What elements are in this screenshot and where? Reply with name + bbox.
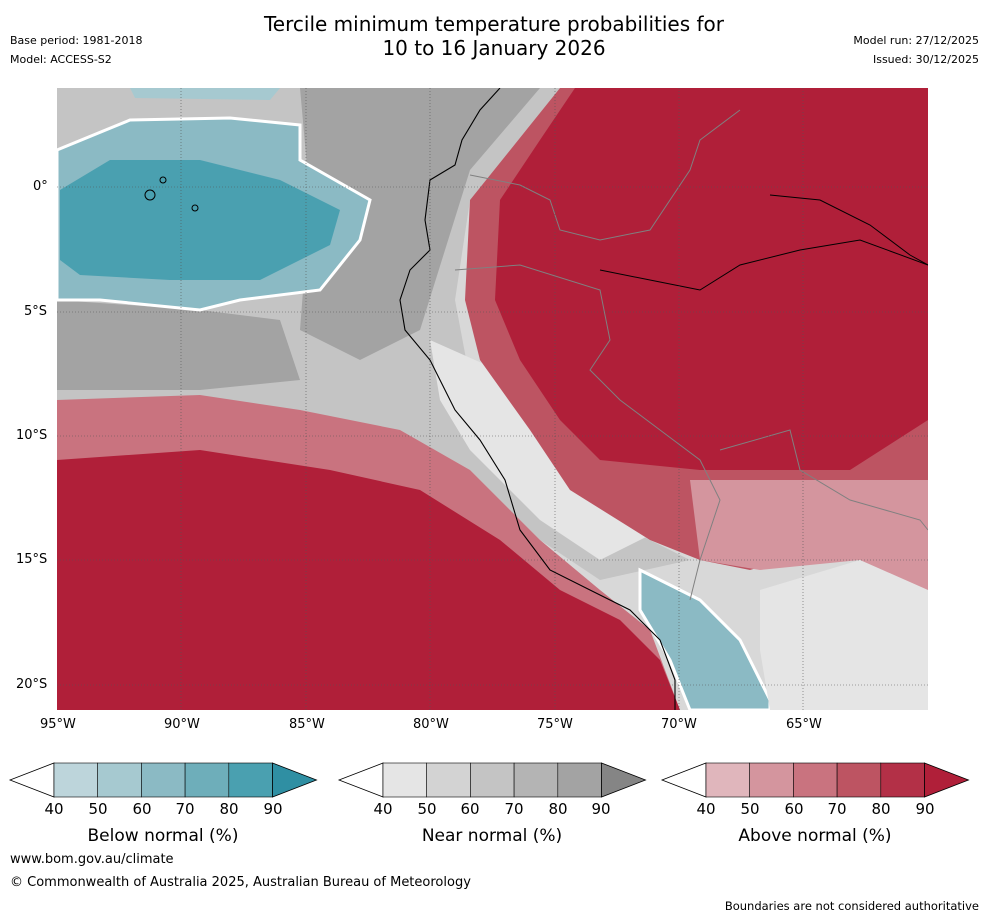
above-tick-60: 60	[784, 800, 804, 818]
above-colorbar-high-arrow	[924, 762, 970, 798]
below-normal-north	[130, 88, 280, 100]
lat-label-5s: 5°S	[24, 304, 48, 319]
below-tick-90: 90	[263, 800, 283, 818]
above-normal-ocean-core	[57, 450, 680, 710]
near-tick-60: 60	[460, 800, 480, 818]
near-colorbar-segment-2	[426, 762, 471, 798]
below-tick-40: 40	[44, 800, 64, 818]
coastline	[399, 88, 676, 710]
near-colorbar-low-arrow	[337, 762, 384, 798]
lat-label-15s: 15°S	[16, 552, 48, 567]
title-line-1: Tercile minimum temperature probabilitie…	[263, 12, 725, 36]
border-east	[719, 429, 928, 531]
near-colorbar-segment-1	[382, 762, 428, 798]
below-colorbar-segment-5	[228, 762, 273, 798]
lon-label-95w: 95°W	[40, 717, 76, 732]
colorbars	[8, 762, 970, 798]
near-colorbar-high-arrow	[601, 762, 647, 798]
neutral-southeast	[760, 560, 928, 710]
below-normal-core	[60, 160, 340, 280]
below-tick-70: 70	[175, 800, 195, 818]
below-normal-south	[638, 567, 772, 710]
below-tick-50: 50	[88, 800, 108, 818]
below-colorbar-segment-1	[53, 762, 99, 798]
below-tick-80: 80	[219, 800, 239, 818]
near-tick-80: 80	[548, 800, 568, 818]
model-run: Model run: 27/12/2025	[853, 34, 979, 47]
chart-title: Tercile minimum temperature probabilitie…	[0, 12, 988, 60]
near-normal-west	[57, 300, 300, 390]
near-tick-40: 40	[373, 800, 393, 818]
above-normal-label: Above normal (%)	[738, 826, 892, 846]
border-central	[454, 264, 721, 601]
river-north	[769, 194, 928, 266]
river-amazon	[599, 239, 928, 291]
near-normal-label: Near normal (%)	[421, 826, 563, 846]
above-normal-land-core	[495, 88, 928, 470]
above-colorbar-segment-4	[836, 762, 882, 798]
near-normal-core	[300, 88, 540, 360]
above-tick-50: 50	[740, 800, 760, 818]
near-tick-50: 50	[417, 800, 437, 818]
base-period: Base period: 1981-2018	[10, 34, 143, 47]
galapagos-island	[144, 189, 156, 201]
lon-label-70w: 70°W	[661, 717, 697, 732]
above-colorbar-segment-3	[793, 762, 838, 798]
meta-left: Base period: 1981-2018 Model: ACCESS-S2	[10, 31, 142, 69]
galapagos-island-2	[159, 176, 167, 184]
above-tick-90: 90	[915, 800, 935, 818]
above-colorbar-segment-5	[880, 762, 925, 798]
near-colorbar-segment-5	[557, 762, 602, 798]
lat-label-20s: 20°S	[16, 677, 48, 692]
below-normal-label: Below normal (%)	[87, 826, 239, 846]
near-tick-70: 70	[504, 800, 524, 818]
below-colorbar-low-arrow	[8, 762, 55, 798]
above-colorbar-segment-2	[749, 762, 794, 798]
below-colorbar-high-arrow	[272, 762, 318, 798]
below-colorbar-segment-2	[97, 762, 142, 798]
lon-label-85w: 85°W	[289, 717, 325, 732]
lon-label-80w: 80°W	[413, 717, 449, 732]
above-tick-70: 70	[827, 800, 847, 818]
lon-label-90w: 90°W	[164, 717, 200, 732]
footer-url[interactable]: www.bom.gov.au/climate	[10, 852, 174, 867]
below-tick-60: 60	[132, 800, 152, 818]
below-colorbar-segment-3	[141, 762, 186, 798]
footer-disclaimer: Boundaries are not considered authoritat…	[724, 899, 979, 913]
lon-label-65w: 65°W	[786, 717, 822, 732]
model-name: Model: ACCESS-S2	[10, 53, 112, 66]
lat-label-0: 0°	[33, 179, 48, 194]
lon-label-75w: 75°W	[537, 717, 573, 732]
gridlines	[57, 88, 928, 710]
near-tick-90: 90	[591, 800, 611, 818]
near-colorbar-segment-3	[470, 762, 515, 798]
lat-label-10s: 10°S	[16, 428, 48, 443]
near-colorbar-segment-4	[513, 762, 559, 798]
footer-copyright: © Commonwealth of Australia 2025, Austra…	[10, 875, 471, 890]
title-line-2: 10 to 16 January 2026	[382, 36, 606, 60]
galapagos-island-3	[191, 204, 199, 212]
meta-right: Model run: 27/12/2025 Issued: 30/12/2025	[853, 31, 979, 69]
map-field	[57, 88, 928, 710]
border-north	[469, 109, 741, 241]
below-colorbar-segment-4	[184, 762, 230, 798]
issued-date: Issued: 30/12/2025	[872, 53, 979, 66]
above-normal-land-south	[690, 480, 928, 600]
above-colorbar-segment-1	[705, 762, 751, 798]
above-tick-80: 80	[871, 800, 891, 818]
above-colorbar-low-arrow	[660, 762, 707, 798]
above-tick-40: 40	[696, 800, 716, 818]
